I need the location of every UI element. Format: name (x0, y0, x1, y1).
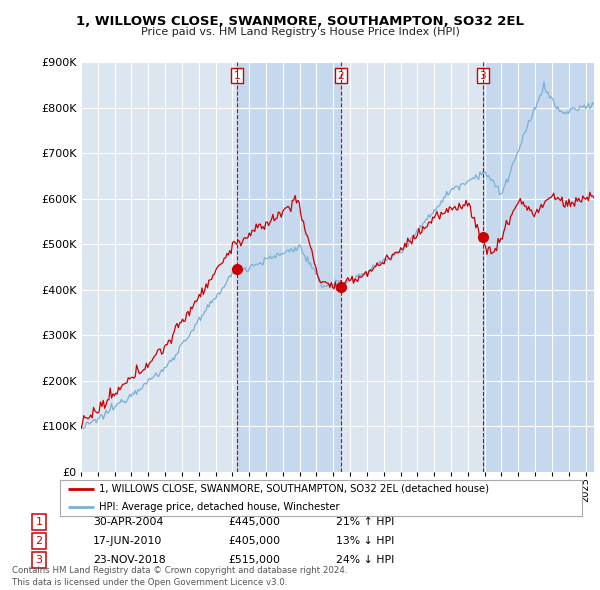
Text: 1: 1 (234, 71, 241, 81)
Bar (482, 62, 594, 472)
Text: 3: 3 (35, 555, 43, 565)
Text: 30-APR-2004: 30-APR-2004 (93, 517, 163, 527)
Text: 3: 3 (479, 71, 486, 81)
Text: Price paid vs. HM Land Registry's House Price Index (HPI): Price paid vs. HM Land Registry's House … (140, 27, 460, 37)
Text: 24% ↓ HPI: 24% ↓ HPI (336, 555, 394, 565)
Text: £405,000: £405,000 (228, 536, 280, 546)
Text: Contains HM Land Registry data © Crown copyright and database right 2024.
This d: Contains HM Land Registry data © Crown c… (12, 566, 347, 587)
Text: 2: 2 (338, 71, 344, 81)
Text: 2: 2 (35, 536, 43, 546)
Text: 23-NOV-2018: 23-NOV-2018 (93, 555, 166, 565)
Text: 1: 1 (35, 517, 43, 527)
Text: 13% ↓ HPI: 13% ↓ HPI (336, 536, 394, 546)
Bar (237, 62, 341, 472)
Text: HPI: Average price, detached house, Winchester: HPI: Average price, detached house, Winc… (99, 502, 340, 512)
Text: £445,000: £445,000 (228, 517, 280, 527)
Text: £515,000: £515,000 (228, 555, 280, 565)
Text: 21% ↑ HPI: 21% ↑ HPI (336, 517, 394, 527)
Text: 1, WILLOWS CLOSE, SWANMORE, SOUTHAMPTON, SO32 2EL (detached house): 1, WILLOWS CLOSE, SWANMORE, SOUTHAMPTON,… (99, 484, 489, 494)
Text: 1, WILLOWS CLOSE, SWANMORE, SOUTHAMPTON, SO32 2EL: 1, WILLOWS CLOSE, SWANMORE, SOUTHAMPTON,… (76, 15, 524, 28)
Text: 17-JUN-2010: 17-JUN-2010 (93, 536, 163, 546)
